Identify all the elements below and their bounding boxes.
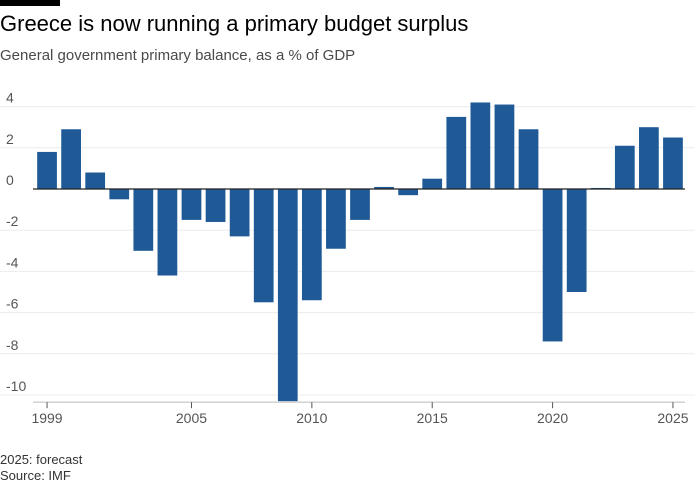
- bar-2017: [470, 102, 491, 189]
- source-note: Source: IMF: [0, 468, 71, 483]
- bar-2001: [85, 172, 106, 189]
- bar-2024: [639, 127, 659, 189]
- bar-2009: [277, 189, 298, 402]
- y-tick-label: -2: [6, 213, 19, 229]
- bar-1999: [37, 151, 57, 189]
- bar-2007: [229, 189, 250, 237]
- bar-2025: [663, 137, 683, 189]
- chart-subtitle: General government primary balance, as a…: [0, 47, 356, 64]
- gridlines: [0, 106, 695, 396]
- x-tick-label: 2015: [417, 410, 448, 426]
- bar-2020: [542, 189, 563, 342]
- forecast-note: 2025: forecast: [0, 452, 83, 467]
- bar-2004: [157, 189, 178, 276]
- bar-2016: [446, 116, 467, 189]
- chart-title: Greece is now running a primary budget s…: [0, 11, 469, 36]
- y-tick-label: -8: [6, 337, 19, 353]
- x-tick-label: 2020: [537, 410, 568, 426]
- y-tick-label: -4: [6, 254, 19, 270]
- x-tick-label: 2025: [657, 410, 688, 426]
- x-tick-label: 2005: [176, 410, 207, 426]
- bar-2008: [253, 189, 274, 303]
- bar-2023: [614, 145, 635, 189]
- bar-2021: [566, 189, 587, 292]
- bar-2010: [301, 189, 322, 301]
- bar-2000: [61, 129, 81, 189]
- y-tick-label: 2: [6, 131, 14, 147]
- brand-rule: [0, 0, 60, 6]
- y-tick-label: 0: [6, 172, 14, 188]
- y-tick-label: 4: [6, 90, 14, 106]
- bar-2013: [374, 186, 394, 189]
- y-tick-label: -10: [6, 378, 26, 394]
- x-tick-label: 2010: [296, 410, 327, 426]
- bar-2018: [494, 104, 515, 189]
- y-axis: 4 2 0 -2 -4 -6 -8 -10: [6, 90, 26, 394]
- bars: [37, 102, 683, 402]
- bar-2012: [350, 189, 370, 220]
- bar-2015: [422, 178, 443, 189]
- y-tick-label: -6: [6, 296, 19, 312]
- bar-2014: [398, 189, 419, 196]
- x-tick-label: 1999: [31, 410, 62, 426]
- bar-2005: [181, 189, 202, 220]
- bar-2002: [109, 189, 130, 200]
- bar-2011: [326, 189, 346, 249]
- bar-2019: [518, 129, 539, 189]
- bar-2003: [133, 189, 154, 251]
- bar-2006: [205, 189, 226, 222]
- x-axis: 1999 2005 2010 2015 2020 2025: [31, 401, 689, 426]
